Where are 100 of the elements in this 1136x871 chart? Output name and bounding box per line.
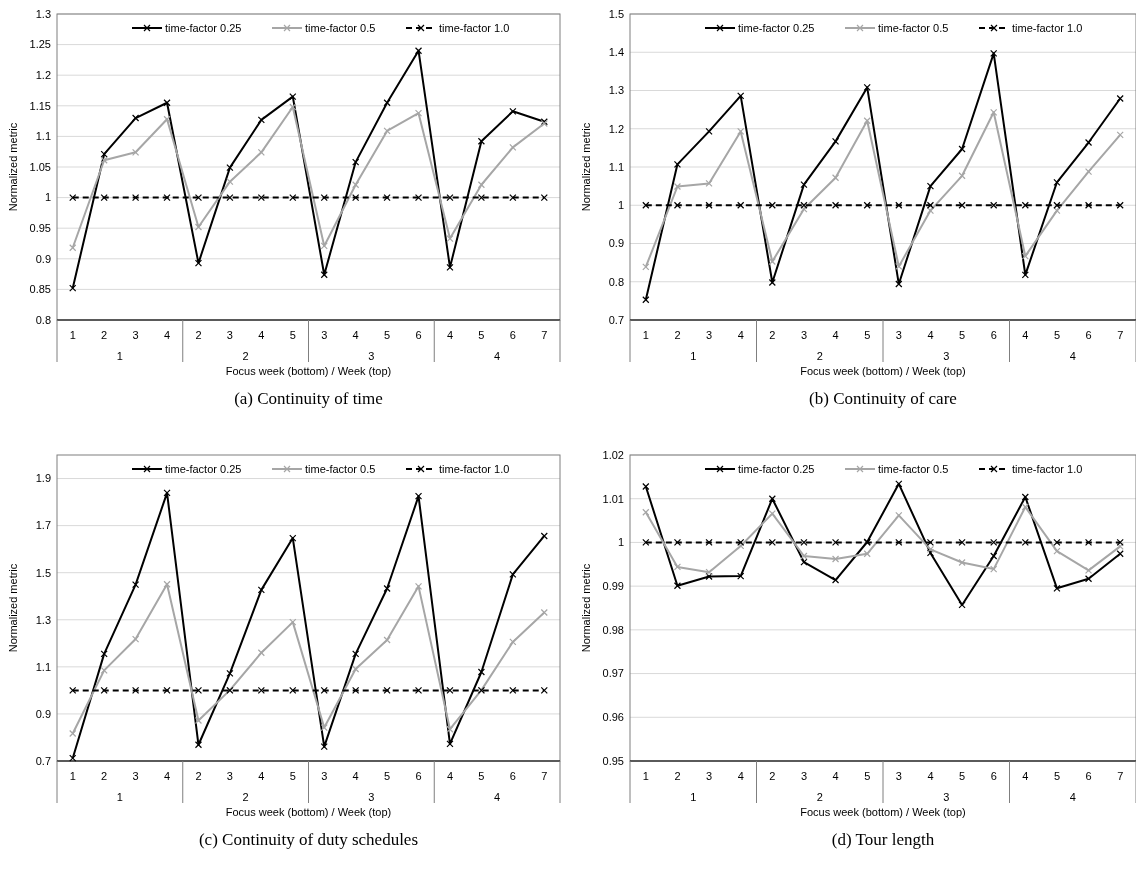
x-tick-label: 2 xyxy=(674,770,681,782)
x-tick-label: 4 xyxy=(1022,770,1029,782)
x-tick-label: 4 xyxy=(737,770,744,782)
y-tick-label: 1.01 xyxy=(602,492,624,505)
legend-label: time-factor 1.0 xyxy=(439,462,510,475)
y-tick-label: 1 xyxy=(44,191,51,204)
x-tick-label: 3 xyxy=(132,329,139,341)
y-axis-title: Normalized metric xyxy=(580,563,592,653)
x-tick-label: 3 xyxy=(226,770,233,782)
y-tick-label: 0.9 xyxy=(35,252,51,265)
y-tick-label: 0.85 xyxy=(29,283,51,296)
x-tick-label: 6 xyxy=(990,329,997,341)
x-tick-label: 4 xyxy=(258,770,265,782)
x-tick-label: 5 xyxy=(864,770,871,782)
y-axis-title: Normalized metric xyxy=(7,563,19,653)
x-tick-label: 5 xyxy=(384,329,391,341)
x-tick-label: 5 xyxy=(478,770,485,782)
x-tick-label: 5 xyxy=(864,329,871,341)
y-tick-label: 0.97 xyxy=(602,667,624,680)
x-tick-label: 3 xyxy=(800,329,807,341)
legend-label: time-factor 0.25 xyxy=(165,462,242,475)
x-tick-label: 4 xyxy=(258,329,265,341)
x-tick-label: 7 xyxy=(1117,329,1124,341)
y-tick-label: 1.3 xyxy=(35,613,51,626)
x-tick-label: 3 xyxy=(226,329,233,341)
x-tick-label: 6 xyxy=(415,770,422,782)
x-tick-label: 6 xyxy=(509,329,516,341)
text: 4 xyxy=(494,791,501,803)
x-tick-label: 5 xyxy=(384,770,391,782)
y-tick-label: 1.4 xyxy=(608,46,624,59)
x-tick-label: 4 xyxy=(163,770,171,782)
y-tick-label: 1.9 xyxy=(35,472,51,485)
x-tick-label: 6 xyxy=(1085,329,1092,341)
y-tick-label: 1.2 xyxy=(35,69,51,82)
x-tick-label: 2 xyxy=(674,329,681,341)
y-tick-label: 1.7 xyxy=(35,519,51,532)
x-tick-label: 3 xyxy=(800,770,807,782)
x-tick-label: 4 xyxy=(446,329,454,341)
legend-label: time-factor 0.25 xyxy=(165,21,242,34)
text: 3 xyxy=(368,791,375,803)
text: 2 xyxy=(242,791,249,803)
x-tick-label: 4 xyxy=(163,329,171,341)
text: (a) Continuity of time xyxy=(234,389,383,408)
x-tick-label: 3 xyxy=(706,329,713,341)
x-tick-label: 6 xyxy=(509,770,516,782)
x-tick-label: 7 xyxy=(541,329,548,341)
legend-label: time-factor 0.5 xyxy=(878,462,949,475)
x-axis-title: Focus week (bottom) / Week (top) xyxy=(225,806,392,818)
y-tick-label: 1.15 xyxy=(29,99,51,112)
x-tick-label: 3 xyxy=(895,329,902,341)
x-tick-label: 6 xyxy=(415,329,422,341)
y-tick-label: 1.5 xyxy=(608,7,624,20)
x-tick-label: 7 xyxy=(541,770,548,782)
text: 3 xyxy=(943,350,950,362)
y-tick-label: 1.02 xyxy=(602,448,624,461)
y-tick-label: 0.9 xyxy=(608,237,624,250)
x-tick-label: 2 xyxy=(195,329,202,341)
y-tick-label: 1.05 xyxy=(29,160,51,173)
x-axis-title: Focus week (bottom) / Week (top) xyxy=(800,806,966,818)
x-tick-label: 2 xyxy=(769,329,776,341)
legend-label: time-factor 1.0 xyxy=(1012,21,1083,34)
text: 3 xyxy=(368,350,375,362)
text: 1 xyxy=(116,791,123,803)
text: 3 xyxy=(943,791,950,803)
x-tick-label: 5 xyxy=(289,329,296,341)
y-tick-label: 1.5 xyxy=(35,566,51,579)
x-axis-title: Focus week (bottom) / Week (top) xyxy=(800,365,966,377)
x-tick-label: 5 xyxy=(289,770,296,782)
x-tick-label: 3 xyxy=(895,770,902,782)
x-tick-label: 2 xyxy=(101,770,108,782)
y-tick-label: 0.99 xyxy=(602,579,624,592)
x-tick-label: 4 xyxy=(832,329,839,341)
x-tick-label: 7 xyxy=(1117,770,1124,782)
x-tick-label: 4 xyxy=(927,770,934,782)
y-axis-title: Normalized metric xyxy=(7,122,19,212)
x-tick-label: 1 xyxy=(69,329,76,341)
x-tick-label: 3 xyxy=(132,770,139,782)
x-tick-label: 1 xyxy=(642,329,649,341)
y-tick-label: 1.1 xyxy=(35,660,51,673)
text: (c) Continuity of duty schedules xyxy=(198,830,419,849)
x-tick-label: 5 xyxy=(1053,329,1060,341)
x-tick-label: 2 xyxy=(769,770,776,782)
y-tick-label: 0.9 xyxy=(35,707,51,720)
text: 4 xyxy=(1069,791,1076,803)
x-tick-label: 4 xyxy=(737,329,744,341)
legend-label: time-factor 1.0 xyxy=(1012,462,1083,475)
x-tick-label: 2 xyxy=(101,329,108,341)
y-tick-label: 1.1 xyxy=(35,130,51,143)
x-tick-label: 2 xyxy=(195,770,202,782)
y-tick-label: 0.95 xyxy=(602,754,624,767)
x-tick-label: 4 xyxy=(446,770,454,782)
x-tick-label: 5 xyxy=(959,329,966,341)
legend-label: time-factor 0.25 xyxy=(738,462,815,475)
x-tick-label: 4 xyxy=(832,770,839,782)
text: 1 xyxy=(116,350,123,362)
y-tick-label: 1.3 xyxy=(35,7,51,20)
text: 4 xyxy=(494,350,501,362)
text: 2 xyxy=(816,791,823,803)
x-tick-label: 4 xyxy=(352,329,359,341)
y-tick-label: 1.25 xyxy=(29,38,51,51)
